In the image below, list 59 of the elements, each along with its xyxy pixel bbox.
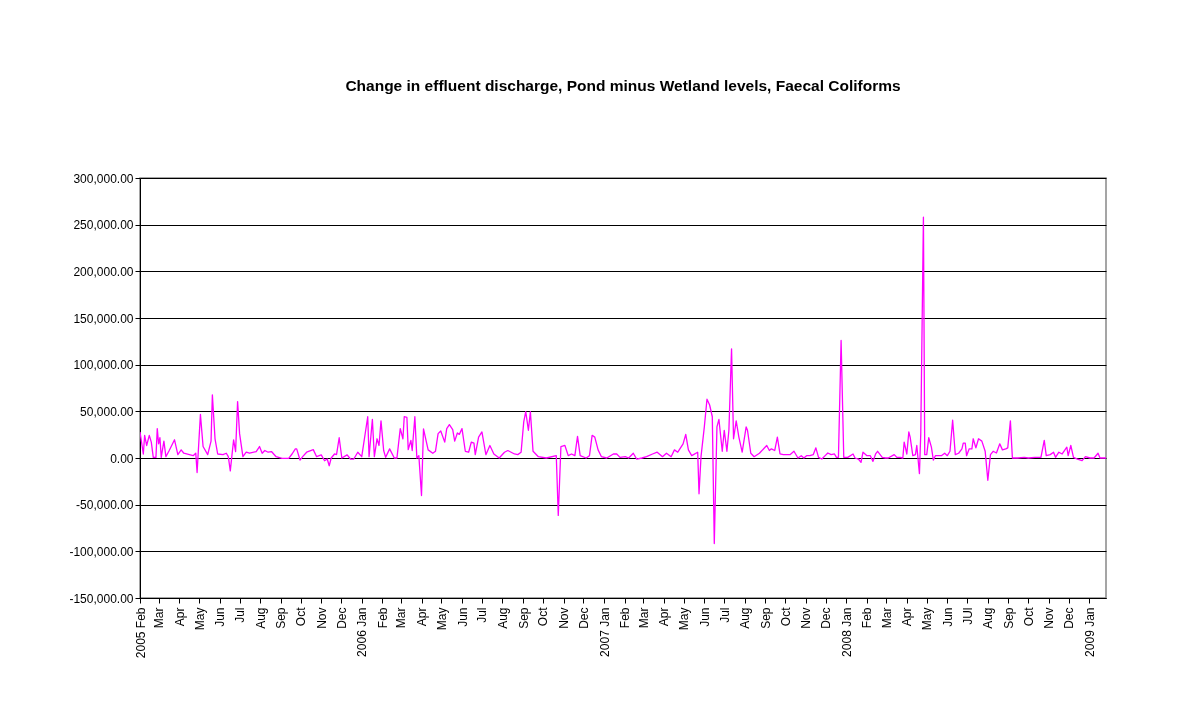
y-tick-label: -150,000.00 bbox=[69, 591, 134, 606]
x-tick-label: Mar bbox=[879, 607, 894, 629]
x-tick-label: Jun bbox=[940, 607, 955, 627]
y-tick-label: 50,000.00 bbox=[80, 404, 134, 419]
y-tick-label: 150,000.00 bbox=[73, 311, 134, 326]
x-tick-label: Apr bbox=[172, 607, 187, 627]
x-tick-label: Aug bbox=[738, 607, 753, 629]
x-tick-label: Feb bbox=[375, 607, 390, 629]
x-tick-label: May bbox=[192, 607, 207, 631]
x-tick-label: Mar bbox=[394, 607, 409, 629]
x-tick-label: Oct bbox=[294, 606, 309, 627]
x-tick-label: Aug bbox=[496, 607, 510, 629]
x-tick-label: 2006 Jan bbox=[355, 607, 370, 657]
x-tick-label: 2009 Jan bbox=[1082, 607, 1097, 657]
x-tick-label: Jun bbox=[455, 607, 470, 627]
x-tick-label: Sep bbox=[1001, 607, 1016, 629]
x-tick-label: JUl bbox=[960, 607, 975, 625]
x-tick-label: Nov bbox=[557, 607, 572, 629]
x-tick-label: May bbox=[920, 607, 935, 631]
x-tick-label: May bbox=[434, 607, 449, 631]
x-tick-label: Dec bbox=[577, 607, 591, 629]
x-tick-label: Apr bbox=[415, 607, 429, 627]
y-tick-label: 200,000.00 bbox=[73, 264, 134, 279]
x-tick-label: 2008 Jan bbox=[839, 607, 854, 657]
x-tick-label: Dec bbox=[1062, 607, 1077, 629]
x-tick-label: Nov bbox=[314, 607, 329, 629]
x-tick-label: Nov bbox=[799, 607, 814, 629]
x-tick-label: May bbox=[677, 607, 692, 631]
x-tick-label: 2005 Feb bbox=[133, 607, 148, 659]
x-tick-label: Sep bbox=[274, 607, 289, 629]
x-tick-label: Nov bbox=[1042, 607, 1057, 629]
x-tick-label: Apr bbox=[657, 607, 672, 627]
y-tick-label: 300,000.00 bbox=[73, 171, 134, 186]
x-tick-label: Sep bbox=[758, 607, 773, 629]
x-tick-label: Sep bbox=[516, 607, 531, 629]
y-tick-label: -50,000.00 bbox=[76, 498, 134, 513]
x-tick-label: Jun bbox=[213, 607, 228, 627]
x-tick-label: Dec bbox=[334, 607, 349, 629]
x-tick-label: Aug bbox=[981, 607, 996, 629]
x-tick-label: Apr bbox=[900, 607, 915, 627]
y-tick-label: -100,000.00 bbox=[69, 544, 134, 559]
x-tick-label: Jul bbox=[717, 607, 732, 623]
x-tick-label: Dec bbox=[819, 607, 834, 629]
y-tick-label: 100,000.00 bbox=[73, 358, 134, 373]
y-tick-label: 0.00 bbox=[110, 451, 134, 466]
x-tick-label: Jun bbox=[697, 607, 712, 627]
chart-title: Change in effluent discharge, Pond minus Wetland levels, Faecal Coliforms bbox=[345, 76, 901, 94]
x-tick-label: Feb bbox=[860, 607, 875, 629]
x-tick-label: Oct bbox=[536, 606, 551, 627]
x-tick-label: Jul bbox=[475, 607, 490, 623]
x-tick-label: Mar bbox=[152, 607, 167, 629]
x-tick-label: Oct bbox=[778, 606, 793, 627]
x-tick-label: Feb bbox=[618, 607, 633, 629]
x-tick-label: Aug bbox=[253, 607, 268, 629]
x-tick-label: Jul bbox=[233, 607, 248, 623]
x-tick-label: Oct bbox=[1021, 606, 1036, 627]
x-tick-label: Mar bbox=[636, 607, 651, 629]
y-tick-label: 250,000.00 bbox=[73, 218, 134, 233]
x-tick-label: 2007 Jan bbox=[597, 607, 612, 657]
